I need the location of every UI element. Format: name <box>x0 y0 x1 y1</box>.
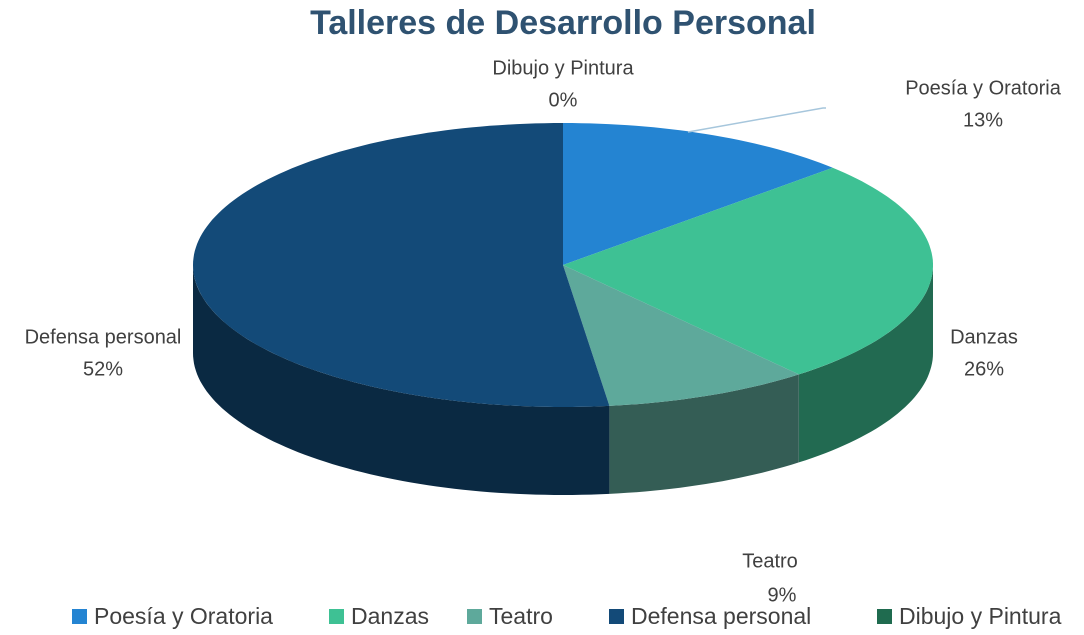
chart-title: Talleres de Desarrollo Personal <box>310 4 816 42</box>
data-label-name: Danzas <box>950 326 1018 348</box>
pie-slice <box>563 167 933 375</box>
pie-slice-side <box>609 374 799 494</box>
data-label: 9% <box>768 584 797 606</box>
legend-label: Poesía y Oratoria <box>94 603 273 629</box>
legend-swatch <box>609 609 624 624</box>
data-label-name: Teatro <box>742 550 798 572</box>
pie-slice <box>563 265 799 406</box>
data-label-name: Poesía y Oratoria <box>905 77 1062 99</box>
legend-swatch <box>329 609 344 624</box>
data-label: 13% <box>963 109 1003 131</box>
data-label: 0% <box>549 89 578 111</box>
legend-label: Dibujo y Pintura <box>899 603 1062 629</box>
leader-line <box>687 107 826 133</box>
pie-slice-side <box>798 265 933 463</box>
legend-label: Danzas <box>351 603 429 629</box>
pie-slice <box>563 123 833 265</box>
legend-label: Defensa personal <box>631 603 811 629</box>
data-label-name: Defensa personal <box>25 326 182 348</box>
data-label: 26% <box>964 358 1004 380</box>
pie-slice <box>193 123 610 407</box>
legend-swatch <box>72 609 87 624</box>
legend-label: Teatro <box>489 603 553 629</box>
data-label-name: Dibujo y Pintura <box>492 57 634 79</box>
legend-swatch <box>877 609 892 624</box>
data-label: 52% <box>83 358 123 380</box>
pie-slice-side <box>193 265 610 495</box>
legend-swatch <box>467 609 482 624</box>
